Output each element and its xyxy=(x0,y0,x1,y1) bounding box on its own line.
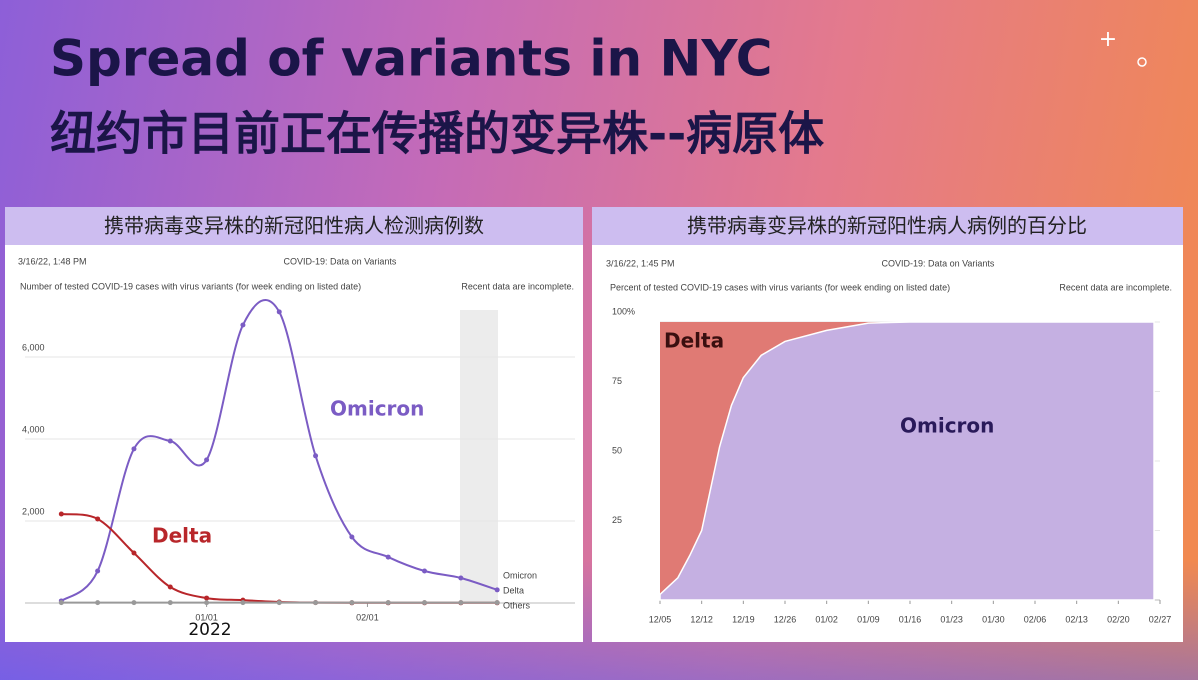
panel-header xyxy=(592,207,1183,245)
series-label: Delta xyxy=(664,329,724,353)
panel-header xyxy=(5,207,583,245)
x-tick-label: 01/02 xyxy=(815,614,838,624)
y-tick-label: 100% xyxy=(612,306,635,316)
annotation: Delta xyxy=(152,524,212,548)
x-tick-label: 01/23 xyxy=(940,614,963,624)
slide-subtitle: 纽约市目前正在传播的变异株--病原体 xyxy=(50,107,824,161)
x-axis-label: 2022 xyxy=(188,620,231,640)
decoration: + xyxy=(1099,27,1117,52)
y-tick-label: 25 xyxy=(612,515,622,525)
y-tick-label: 2,000 xyxy=(22,506,45,516)
point xyxy=(204,457,210,463)
x-tick-label: 01/01 xyxy=(195,612,218,622)
x-tick-label: 12/12 xyxy=(690,614,713,624)
source-title: COVID-19: Data on Variants xyxy=(882,258,995,268)
x-tick-label: 02/20 xyxy=(1107,614,1130,624)
point xyxy=(131,446,137,452)
x-tick-label: 12/19 xyxy=(732,614,755,624)
x-tick-label: 02/06 xyxy=(1024,614,1047,624)
point xyxy=(95,568,101,574)
x-tick-label: 01/30 xyxy=(982,614,1005,624)
point xyxy=(276,600,282,606)
y-tick-label: 75 xyxy=(612,376,622,386)
description: Percent of tested COVID-19 cases with vi… xyxy=(610,282,950,292)
point xyxy=(58,511,64,517)
point xyxy=(95,516,101,522)
point xyxy=(349,600,355,606)
point xyxy=(240,322,246,328)
point xyxy=(422,600,428,606)
source-title: COVID-19: Data on Variants xyxy=(284,256,397,266)
x-tick-label: 01/16 xyxy=(899,614,922,624)
point xyxy=(167,584,173,590)
chart-title: 携带病毒变异株的新冠阳性病人病例的百分比 xyxy=(687,214,1087,238)
x-tick-label: 02/13 xyxy=(1065,614,1088,624)
series-label: Omicron xyxy=(900,414,994,438)
point xyxy=(204,600,210,606)
x-tick-label: 02/27 xyxy=(1149,614,1172,624)
x-tick-label: 01/09 xyxy=(857,614,880,624)
description: Number of tested COVID-19 cases with vir… xyxy=(20,281,361,291)
point xyxy=(458,600,464,606)
area xyxy=(659,321,1155,601)
point xyxy=(313,453,319,459)
legend-entry: Others xyxy=(503,600,531,610)
legend-entry: Omicron xyxy=(503,570,537,580)
x-tick-label: 02/01 xyxy=(356,612,379,622)
point xyxy=(313,600,319,606)
timestamp: 3/16/22, 1:48 PM xyxy=(18,256,87,266)
point xyxy=(167,438,173,444)
point xyxy=(204,595,210,601)
point xyxy=(349,534,355,540)
point xyxy=(95,600,101,606)
note: Recent data are incomplete. xyxy=(461,281,574,291)
slide-title: Spread of variants in NYC xyxy=(50,30,772,88)
point xyxy=(167,600,173,606)
point xyxy=(131,600,137,606)
point xyxy=(276,309,282,315)
y-tick-label: 4,000 xyxy=(22,424,45,434)
point xyxy=(494,587,500,593)
point xyxy=(494,600,500,606)
point xyxy=(385,600,391,606)
note: Recent data are incomplete. xyxy=(1059,282,1172,292)
legend-entry: Delta xyxy=(503,585,524,595)
point xyxy=(131,550,137,556)
point xyxy=(240,600,246,606)
annotation: Omicron xyxy=(330,397,424,421)
incomplete-shade xyxy=(460,310,498,603)
y-tick-label: 50 xyxy=(612,445,622,455)
chart-title: 携带病毒变异株的新冠阳性病人检测病例数 xyxy=(104,214,484,238)
decoration xyxy=(1137,57,1147,67)
x-tick-label: 12/05 xyxy=(649,614,672,624)
point xyxy=(422,568,428,574)
x-tick-label: 12/26 xyxy=(774,614,797,624)
area xyxy=(660,322,1155,595)
timestamp: 3/16/22, 1:45 PM xyxy=(606,258,675,268)
y-tick-label: 6,000 xyxy=(22,342,45,352)
point xyxy=(385,554,391,560)
point xyxy=(458,575,464,581)
point xyxy=(58,600,64,606)
